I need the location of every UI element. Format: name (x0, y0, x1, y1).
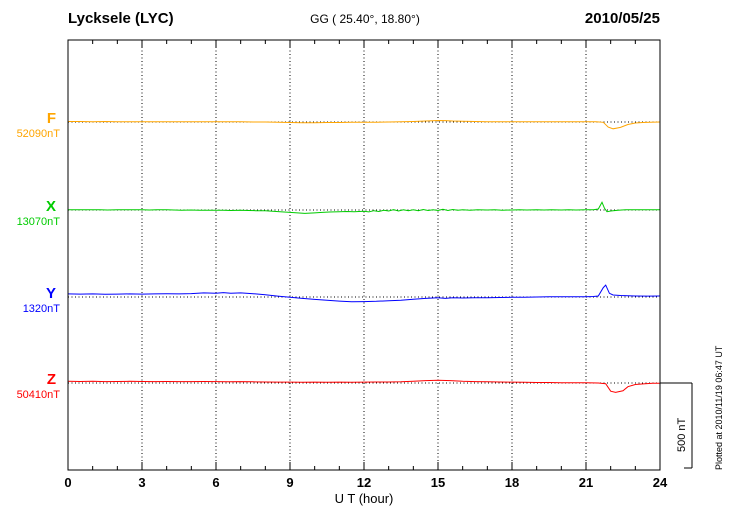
trace-Y (67, 284, 661, 303)
x-tick-label: 0 (64, 475, 71, 490)
channel-label-Y: Y (45, 285, 56, 302)
trace-F (68, 119, 661, 130)
coordinates-label: GG ( 25.40°, 18.80°) (310, 12, 420, 26)
channel-label-F: F (46, 110, 56, 127)
channel-baseline-X: 13070nT (16, 216, 60, 228)
trace-Z (67, 379, 661, 393)
x-tick-label: 3 (138, 475, 145, 490)
trace-X (67, 201, 661, 214)
x-axis-label: U T (hour) (334, 491, 394, 506)
scale-bar-label: 500 nT (676, 417, 688, 452)
x-tick-label: 24 (653, 475, 668, 490)
plotted-at-note: Plotted at 2010/11/19 06:47 UT (714, 345, 724, 470)
channel-baseline-Y: 1320nT (22, 303, 60, 315)
channel-label-Z: Z (46, 371, 56, 388)
date-label: 2010/05/25 (584, 10, 660, 27)
x-tick-label: 21 (579, 475, 593, 490)
x-tick-label: 9 (286, 475, 293, 490)
x-tick-label: 15 (431, 475, 445, 490)
x-tick-label: 6 (212, 475, 219, 490)
channel-baseline-F: 52090nT (16, 128, 60, 140)
x-tick-label: 12 (357, 475, 371, 490)
channel-label-X: X (45, 198, 56, 215)
plot-frame (67, 39, 661, 471)
x-tick-label: 18 (505, 475, 519, 490)
channel-baseline-Z: 50410nT (16, 389, 60, 401)
station-title: Lycksele (LYC) (68, 10, 174, 27)
